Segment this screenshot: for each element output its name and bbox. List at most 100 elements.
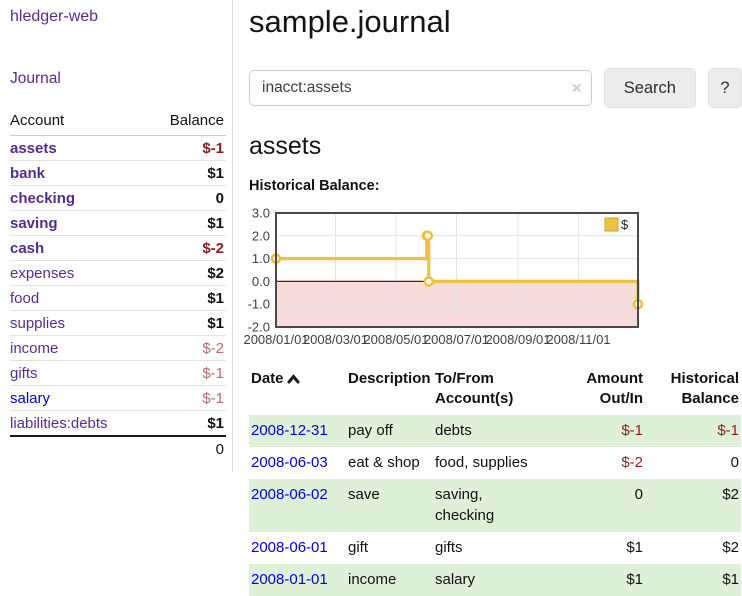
- plot-border: [275, 212, 639, 328]
- account-balance: $-2: [148, 235, 226, 261]
- account-link[interactable]: supplies: [10, 314, 66, 332]
- clear-search-icon[interactable]: ×: [571, 78, 582, 98]
- register-description: gift: [348, 538, 369, 556]
- register-description: income: [348, 570, 397, 588]
- register-balance: $-1: [717, 421, 739, 439]
- y-tick-label: 1.0: [252, 251, 270, 266]
- chart-label: Historical Balance:: [249, 178, 380, 194]
- register-header-description: Description: [348, 370, 431, 387]
- sidebar: hledger-web Journal Account Balance asse…: [0, 0, 233, 472]
- search-form: × Search ?: [249, 68, 742, 108]
- account-balance: $-1: [148, 135, 226, 161]
- accounts-total-row: 0: [10, 435, 226, 462]
- account-balance: $1: [148, 410, 226, 437]
- x-tick-label: 2008/07/01: [424, 332, 489, 347]
- register-date-link[interactable]: 2008-06-01: [251, 538, 328, 556]
- brand-link[interactable]: hledger-web: [10, 8, 99, 25]
- register-accounts: salary: [435, 570, 476, 588]
- help-button[interactable]: ?: [707, 68, 742, 108]
- register-amount: $-1: [621, 421, 643, 439]
- x-tick-label: 2008/11/01: [546, 332, 610, 347]
- data-point-marker: [423, 276, 435, 287]
- register-date-link[interactable]: 2008-06-02: [251, 485, 328, 503]
- y-tick-label: -1.0: [248, 297, 270, 312]
- account-row: salary $-1: [10, 385, 226, 411]
- account-link[interactable]: bank: [10, 164, 46, 182]
- accounts-header-account: Account: [10, 108, 149, 136]
- register-row: 2008-01-01 income salary $1 $1: [249, 563, 741, 596]
- account-link[interactable]: assets: [10, 139, 57, 157]
- account-balance: $2: [148, 260, 226, 286]
- register-amount: $-2: [621, 453, 643, 471]
- account-link[interactable]: income: [10, 339, 59, 357]
- register-row: 2008-06-03 eat & shop food, supplies $-2 0: [249, 447, 741, 479]
- register-header-date[interactable]: Date: [249, 367, 346, 415]
- register-description: save: [348, 485, 380, 503]
- account-link[interactable]: salary: [10, 389, 51, 407]
- register-row: 2008-12-31 pay off debts $-1 $-1: [249, 414, 741, 447]
- accounts-table-body: assets $-1 bank $1 checking 0 saving $1 cash $-2 e…: [10, 135, 226, 437]
- account-balance: $1: [148, 160, 226, 186]
- account-row: bank $1: [10, 160, 226, 186]
- account-row: food $1: [10, 285, 226, 311]
- register-header-balance: Historical Balance: [670, 370, 739, 408]
- account-row: supplies $1: [10, 310, 226, 336]
- register-row: 2008-06-02 save saving, checking 0 $2: [249, 478, 741, 532]
- register-header-row: Date Description To/From Account(s) Amou…: [249, 367, 741, 415]
- search-button[interactable]: Search: [603, 68, 696, 108]
- register-balance: $1: [722, 570, 739, 588]
- account-row: checking 0: [10, 185, 226, 211]
- account-link[interactable]: gifts: [10, 364, 38, 382]
- register-row: 2008-06-01 gift gifts $1 $2: [249, 532, 741, 564]
- register-amount: $1: [626, 570, 643, 588]
- register-description: pay off: [348, 421, 393, 439]
- register-accounts: saving, checking: [435, 485, 495, 524]
- accounts-total-value: 0: [148, 435, 226, 462]
- account-link[interactable]: liabilities:debts: [10, 414, 108, 432]
- account-row: saving $1: [10, 210, 226, 236]
- account-balance: $1: [148, 310, 226, 336]
- account-balance: $1: [148, 210, 226, 236]
- register-accounts: food, supplies: [435, 453, 528, 471]
- register-date-link[interactable]: 2008-12-31: [251, 421, 328, 439]
- register-balance: $2: [722, 485, 739, 503]
- accounts-table: Account Balance assets $-1 bank $1 checking 0…: [10, 108, 226, 462]
- x-tick-label: 2008/09/01: [485, 332, 550, 347]
- sidebar-item-journal[interactable]: Journal: [10, 70, 61, 87]
- account-link[interactable]: saving: [10, 214, 58, 232]
- account-row: expenses $2: [10, 260, 226, 286]
- register-description: eat & shop: [348, 453, 420, 471]
- sort-ascending-icon: [287, 374, 300, 384]
- register-body: 2008-12-31 pay off debts $-1 $-1 2008-06-03 ea…: [249, 414, 741, 596]
- legend-swatch: [604, 217, 619, 232]
- account-balance: $-1: [148, 360, 226, 386]
- account-row: cash $-2: [10, 235, 226, 261]
- balance-chart: $3.0 2.0 1.0 0.0 -1.0 -2.0 2008/01/01 2008/03/0…: [243, 205, 742, 347]
- register-accounts: debts: [435, 421, 472, 439]
- account-link[interactable]: expenses: [10, 264, 75, 282]
- register-header-amount: Amount Out/In: [586, 370, 643, 408]
- register-amount: 0: [634, 485, 643, 503]
- account-balance: $1: [148, 285, 226, 311]
- y-tick-label: -2.0: [248, 320, 270, 335]
- main-content: sample.journal × Search ? assets Histori…: [233, 0, 742, 596]
- accounts-header-row: Account Balance: [10, 108, 226, 136]
- register-header-accounts: To/From Account(s): [435, 370, 514, 408]
- account-row: liabilities:debts $1: [10, 410, 226, 437]
- register-date-link[interactable]: 2008-01-01: [251, 570, 328, 588]
- x-tick-label: 2008/01/01: [243, 332, 308, 347]
- page-title: sample.journal: [249, 4, 451, 39]
- register-date-link[interactable]: 2008-06-03: [251, 453, 328, 471]
- search-input[interactable]: [249, 70, 592, 106]
- account-link[interactable]: food: [10, 289, 40, 307]
- account-link[interactable]: checking: [10, 189, 76, 207]
- account-link[interactable]: cash: [10, 239, 45, 257]
- account-title: assets: [249, 132, 322, 160]
- x-tick-label: 2008/03/01: [303, 332, 368, 347]
- y-tick-label: 2.0: [252, 228, 270, 243]
- account-balance: $-1: [148, 385, 226, 411]
- register-amount: $1: [626, 538, 643, 556]
- account-balance: 0: [148, 185, 226, 211]
- account-balance: $-2: [148, 335, 226, 361]
